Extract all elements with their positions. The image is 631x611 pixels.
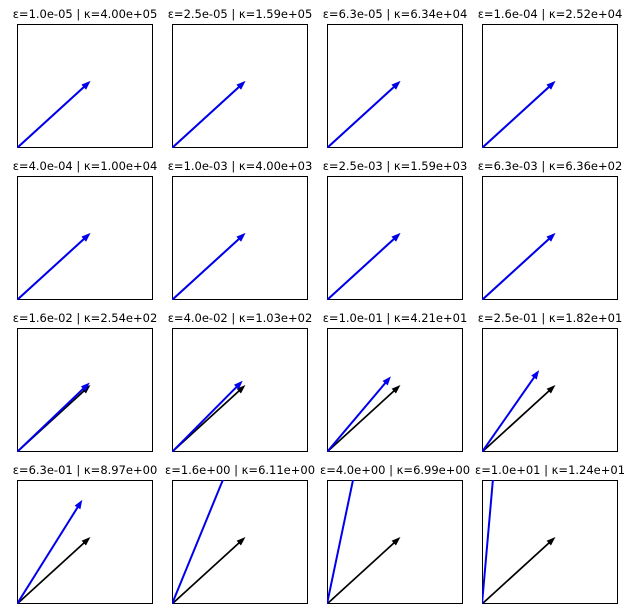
perturbed-arrow: [482, 480, 494, 604]
reference-arrow: [482, 537, 556, 604]
perturbed-arrow: [17, 499, 83, 604]
quiver-plot: [172, 328, 308, 452]
quiver-plot: [327, 328, 463, 452]
perturbed-arrow: [482, 370, 540, 452]
quiver-plot: [17, 328, 153, 452]
subplot-cell: ε=6.3e-01 | κ=8.97e+00: [13, 460, 158, 604]
subplot-title-text: ε=6.3e-01 | κ=8.97e+00: [12, 463, 158, 477]
subplot-cell: ε=1.6e+00 | κ=6.11e+00: [165, 460, 315, 604]
subplot-title: ε=1.0e-01 | κ=4.21e+01: [323, 308, 468, 328]
subplot-title: ε=2.5e-03 | κ=1.59e+03: [323, 156, 468, 176]
subplot-cell: ε=4.0e+00 | κ=6.99e+00: [320, 460, 470, 604]
subplot-title: ε=4.0e+00 | κ=6.99e+00: [320, 460, 470, 480]
subplot-cell: ε=2.5e-05 | κ=1.59e+05: [168, 4, 313, 148]
subplot-title: ε=6.3e-03 | κ=6.36e+02: [478, 156, 623, 176]
subplot-cell: ε=1.0e-01 | κ=4.21e+01: [323, 308, 468, 452]
subplot-title-text: ε=1.0e-03 | κ=4.00e+03: [167, 159, 313, 173]
quiver-plot: [327, 24, 463, 148]
subplot-title: ε=6.3e-01 | κ=8.97e+00: [13, 460, 158, 480]
perturbed-arrow: [172, 480, 224, 604]
subplot-title-text: ε=6.3e-03 | κ=6.36e+02: [477, 159, 623, 173]
subplot-cell: ε=1.0e+01 | κ=1.24e+01: [475, 460, 625, 604]
subplot-title-text: ε=2.5e-03 | κ=1.59e+03: [322, 159, 468, 173]
reference-arrow: [17, 537, 91, 604]
quiver-plot: [482, 176, 618, 300]
perturbed-arrow: [172, 81, 246, 148]
reference-arrow: [172, 537, 246, 604]
perturbed-arrow: [17, 233, 91, 300]
perturbed-arrow: [327, 376, 391, 452]
perturbed-arrow: [482, 233, 556, 300]
subplot-cell: ε=4.0e-02 | κ=1.03e+02: [168, 308, 313, 452]
quiver-plot: [17, 480, 153, 604]
subplot-title-text: ε=1.6e-02 | κ=2.54e+02: [12, 311, 158, 325]
perturbed-arrow: [482, 81, 556, 148]
perturbed-arrow: [172, 233, 246, 300]
quiver-plot: [482, 328, 618, 452]
subplot-title: ε=1.0e-05 | κ=4.00e+05: [13, 4, 158, 24]
subplot-title-text: ε=1.0e-05 | κ=4.00e+05: [12, 7, 158, 21]
subplot-cell: ε=2.5e-01 | κ=1.82e+01: [478, 308, 623, 452]
subplot-title: ε=2.5e-05 | κ=1.59e+05: [168, 4, 313, 24]
perturbed-arrow: [327, 480, 355, 604]
reference-arrow: [327, 385, 401, 452]
subplot-title: ε=1.0e+01 | κ=1.24e+01: [475, 460, 625, 480]
quiver-plot: [482, 480, 618, 604]
subplot-cell: ε=6.3e-03 | κ=6.36e+02: [478, 156, 623, 300]
subplot-title: ε=4.0e-04 | κ=1.00e+04: [13, 156, 158, 176]
subplot-title-text: ε=1.6e-04 | κ=2.52e+04: [477, 7, 623, 21]
perturbed-arrow: [172, 380, 243, 452]
subplot-cell: ε=4.0e-04 | κ=1.00e+04: [13, 156, 158, 300]
subplot-cell: ε=1.0e-03 | κ=4.00e+03: [168, 156, 313, 300]
subplot-cell: ε=1.0e-05 | κ=4.00e+05: [13, 4, 158, 148]
subplot-title: ε=1.6e-04 | κ=2.52e+04: [478, 4, 623, 24]
perturbed-arrow: [17, 382, 90, 452]
subplot-title-text: ε=2.5e-01 | κ=1.82e+01: [477, 311, 623, 325]
subplot-title-text: ε=4.0e+00 | κ=6.99e+00: [319, 463, 471, 477]
quiver-plot: [327, 480, 463, 604]
subplot-title: ε=1.6e+00 | κ=6.11e+00: [165, 460, 315, 480]
subplot-title: ε=1.0e-03 | κ=4.00e+03: [168, 156, 313, 176]
quiver-plot: [327, 176, 463, 300]
subplot-title-text: ε=4.0e-04 | κ=1.00e+04: [12, 159, 158, 173]
quiver-plot: [172, 176, 308, 300]
perturbed-arrow: [327, 233, 401, 300]
subplot-title: ε=4.0e-02 | κ=1.03e+02: [168, 308, 313, 328]
subplot-title-text: ε=6.3e-05 | κ=6.34e+04: [322, 7, 468, 21]
subplot-cell: ε=1.6e-02 | κ=2.54e+02: [13, 308, 158, 452]
subplot-title: ε=1.6e-02 | κ=2.54e+02: [13, 308, 158, 328]
subplot-title-text: ε=4.0e-02 | κ=1.03e+02: [167, 311, 313, 325]
subplot-cell: ε=1.6e-04 | κ=2.52e+04: [478, 4, 623, 148]
subplot-cell: ε=2.5e-03 | κ=1.59e+03: [323, 156, 468, 300]
quiver-plot: [172, 480, 308, 604]
quiver-plot: [172, 24, 308, 148]
subplot-title-text: ε=2.5e-05 | κ=1.59e+05: [167, 7, 313, 21]
subplot-title: ε=6.3e-05 | κ=6.34e+04: [323, 4, 468, 24]
quiver-plot: [482, 24, 618, 148]
quiver-plot: [17, 24, 153, 148]
quiver-plot: [17, 176, 153, 300]
subplot-title-text: ε=1.0e+01 | κ=1.24e+01: [474, 463, 626, 477]
reference-arrow: [327, 537, 401, 604]
subplot-cell: ε=6.3e-05 | κ=6.34e+04: [323, 4, 468, 148]
reference-arrow: [482, 385, 556, 452]
perturbed-arrow: [17, 81, 91, 148]
perturbed-arrow: [327, 81, 401, 148]
subplot-title-text: ε=1.0e-01 | κ=4.21e+01: [322, 311, 468, 325]
subplot-title-text: ε=1.6e+00 | κ=6.11e+00: [164, 463, 316, 477]
subplot-title: ε=2.5e-01 | κ=1.82e+01: [478, 308, 623, 328]
